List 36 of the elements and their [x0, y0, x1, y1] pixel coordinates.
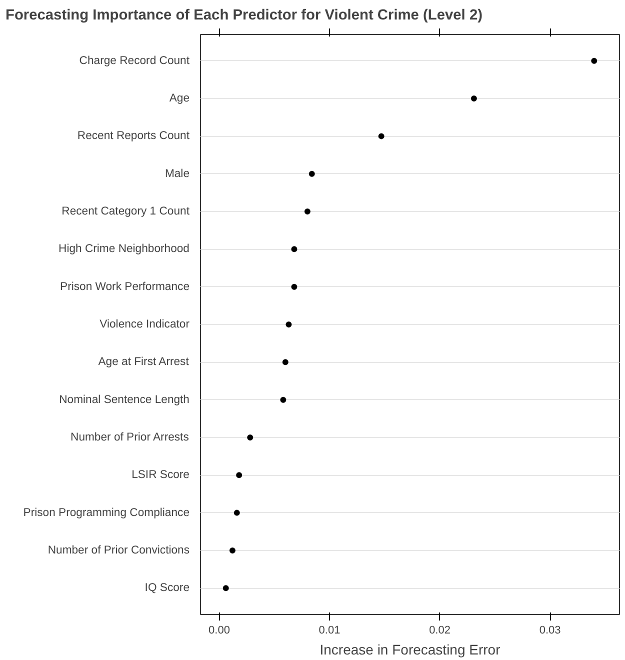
point — [222, 585, 229, 592]
point — [470, 96, 477, 102]
y-tick-label: Number of Prior Arrests — [70, 431, 190, 444]
y-tick-label: Recent Category 1 Count — [62, 206, 190, 218]
point — [291, 284, 298, 290]
y-tick-label: Violence Indicator — [100, 318, 190, 330]
point — [378, 133, 384, 140]
x-tick-label: 0.02 — [429, 624, 450, 636]
x-tick-label: 0.03 — [539, 624, 561, 636]
point — [286, 322, 292, 328]
y-tick-label: Charge Record Count — [79, 54, 190, 67]
point — [229, 547, 236, 554]
point — [591, 58, 598, 64]
point — [304, 208, 310, 215]
y-tick-label: Age — [169, 92, 190, 105]
x-axis-title: Increase in Forecasting Error — [320, 642, 501, 658]
y-tick-label: Male — [164, 168, 190, 180]
y-tick-label: Prison Work Performance — [60, 280, 190, 293]
y-tick-label: High Crime Neighborhood — [58, 243, 190, 256]
point — [247, 434, 254, 440]
y-tick-label: IQ Score — [144, 582, 190, 594]
x-tick-label: 0.00 — [208, 624, 230, 636]
y-tick-label: Recent Reports Count — [77, 130, 190, 142]
point — [282, 359, 288, 366]
chart-title: Forecasting Importance of Each Predictor for Violent Crime (Level 2) — [6, 8, 483, 24]
y-tick-label: Prison Programming Compliance — [23, 506, 190, 519]
point — [291, 246, 298, 252]
y-tick-label: Age at First Arrest — [98, 356, 190, 368]
point — [236, 472, 242, 478]
point — [280, 396, 286, 403]
y-tick-label: Number of Prior Convictions — [48, 544, 190, 556]
point — [308, 170, 315, 177]
x-tick-label: 0.01 — [318, 624, 340, 636]
point — [234, 510, 240, 516]
y-tick-label: Nominal Sentence Length — [59, 394, 190, 406]
y-tick-label: LSIR Score — [132, 469, 190, 482]
